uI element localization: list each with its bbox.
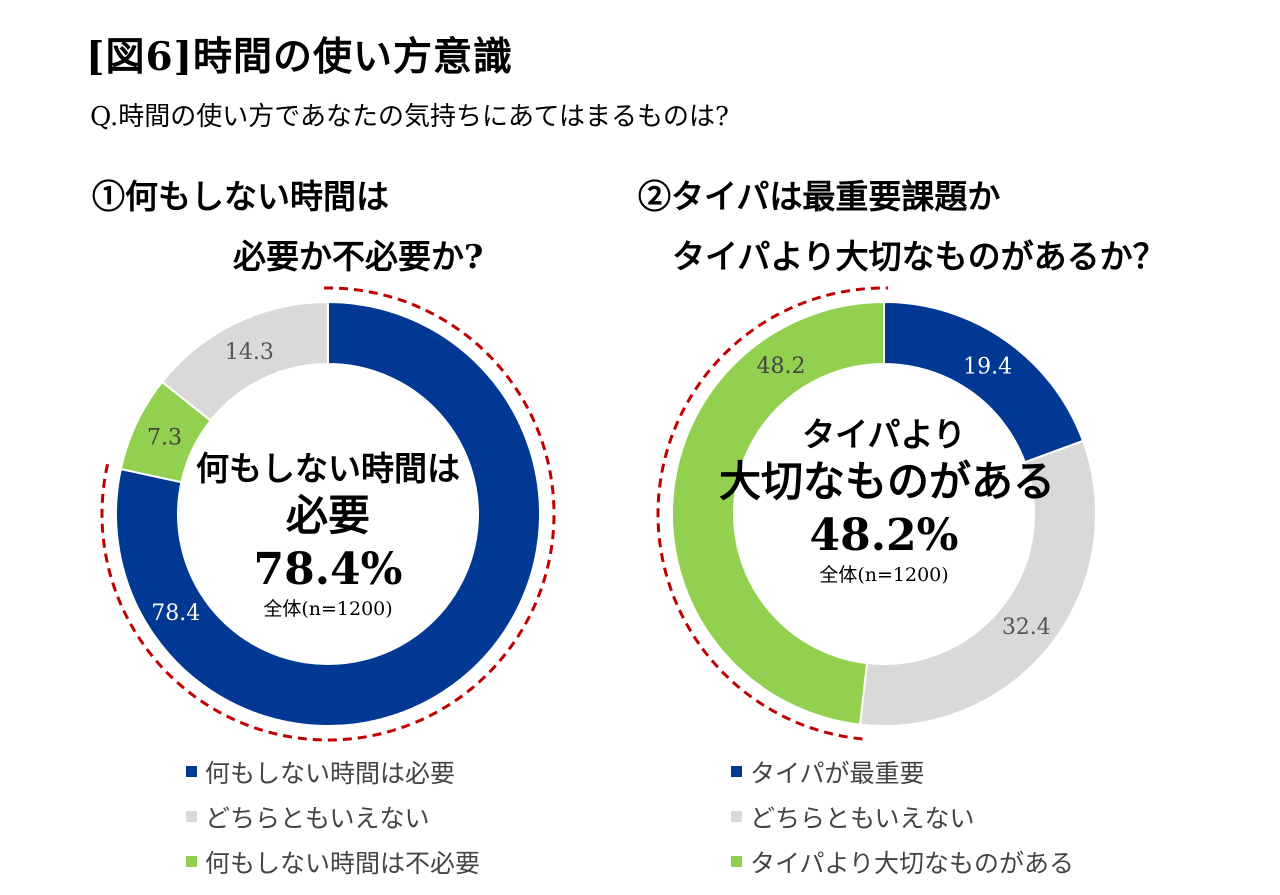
chart2-center-label: タイパより 大切なものがある 48.2% 全体(n=1200)	[719, 414, 1056, 586]
chart2-center-line2: 大切なものがある	[719, 457, 1056, 506]
chart2-center-percent: 48.2%	[809, 510, 959, 561]
chart2-slice-1	[858, 439, 1097, 727]
legend-label: 何もしない時間は必要	[205, 758, 456, 788]
legend-swatch	[186, 811, 197, 822]
chart2-legend-item: タイパが最重要	[731, 749, 1074, 794]
chart1-slice-0	[115, 300, 541, 727]
chart1-legend: 何もしない時間は必要 どちらともいえない何もしない時間は不必要	[186, 749, 480, 884]
chart1-center-label: 何もしない時間は 必要 78.4% 全体(n=1200)	[178, 448, 478, 620]
chart1-center-percent: 78.4%	[253, 544, 403, 595]
legend-swatch	[186, 856, 197, 867]
chart2-slice-label-2: 48.2	[756, 354, 805, 379]
legend-label: 何もしない時間は不必要	[205, 848, 481, 878]
chart1-legend-item: 何もしない時間は不必要	[186, 839, 480, 884]
chart2-heading-line1: ②タイパは最重要課題か	[638, 177, 1001, 216]
chart1-highlight-arc	[100, 286, 556, 742]
legend-swatch	[731, 811, 742, 822]
chart1-center-line2: 必要	[285, 491, 370, 540]
chart2-slice-label-1: 32.4	[1002, 615, 1051, 640]
chart1-slice-2	[160, 300, 329, 422]
chart2-legend: タイパが最重要どちらともいえないタイパより大切なものがある	[731, 749, 1074, 884]
legend-label: タイパが最重要	[750, 758, 925, 788]
legend-label: タイパより大切なものがある	[750, 848, 1075, 878]
chart1-slice-label-1: 7.3	[147, 425, 182, 450]
chart2-center-line1: タイパより	[802, 415, 966, 454]
chart1-slice-label-2: 14.3	[225, 340, 274, 365]
chart1-center-sample: 全体(n=1200)	[263, 598, 393, 620]
legend-swatch	[731, 766, 742, 777]
legend-label: どちらともいえない	[205, 803, 430, 833]
legend-label: どちらともいえない	[750, 803, 975, 833]
chart1-heading-line1: ①何もしない時間は	[92, 177, 389, 216]
legend-swatch	[186, 766, 197, 777]
chart2-legend-item: タイパより大切なものがある	[731, 839, 1074, 884]
chart1-heading-line2: 必要か不必要か?	[233, 237, 484, 276]
chart2-highlight-arc	[656, 286, 888, 741]
survey-question: Q.時間の使い方であなたの気持ちにあてはまるものは?	[90, 102, 729, 132]
chart2-center-sample: 全体(n=1200)	[819, 564, 949, 586]
chart2-slice-2	[671, 300, 885, 726]
chart1-slice-label-0: 78.4	[151, 601, 200, 626]
legend-swatch	[731, 856, 742, 867]
chart1-legend-item: どちらともいえない	[186, 794, 480, 839]
chart2-heading-line2: タイパより大切なものがあるか？	[672, 237, 1166, 276]
chart1-legend-item: 何もしない時間は必要	[186, 749, 480, 794]
page-title: [図6]時間の使い方意識	[86, 34, 514, 80]
chart2-slice-label-0: 19.4	[963, 355, 1012, 380]
chart2-legend-item: どちらともいえない	[731, 794, 1074, 839]
chart1-center-line1: 何もしない時間は	[196, 449, 460, 488]
